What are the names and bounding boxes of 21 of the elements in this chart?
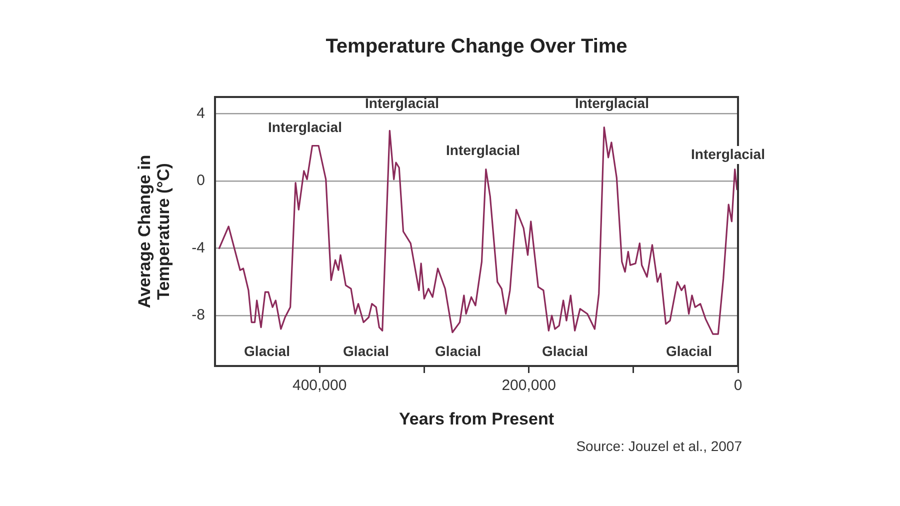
annotation: Interglacial	[575, 94, 649, 111]
x-tick-label: 0	[734, 377, 742, 394]
annotation: Glacial	[435, 342, 481, 359]
annotation: Glacial	[343, 342, 389, 359]
y-tick-label: -8	[192, 306, 205, 324]
annotation: Glacial	[666, 342, 712, 359]
y-axis-title: Average Change in Temperature (°C)	[135, 154, 174, 308]
chart-title: Temperature Change Over Time	[326, 36, 628, 58]
y-tick-label: -4	[192, 239, 205, 256]
annotation: Glacial	[244, 342, 290, 359]
x-axis-title: Years from Present	[399, 410, 554, 429]
x-tick-label: 400,000	[292, 377, 347, 394]
annotation: Interglacial	[365, 94, 439, 111]
annotation: Glacial	[542, 342, 588, 359]
x-tick-label: 200,000	[502, 377, 556, 394]
y-tick-label: 4	[196, 104, 205, 122]
annotation: Interglacial	[691, 146, 765, 162]
source-note: Source: Jouzel et al., 2007	[576, 438, 742, 454]
annotation: Interglacial	[268, 118, 342, 135]
y-tick-label: 0	[196, 172, 205, 190]
annotation: Interglacial	[446, 142, 520, 158]
